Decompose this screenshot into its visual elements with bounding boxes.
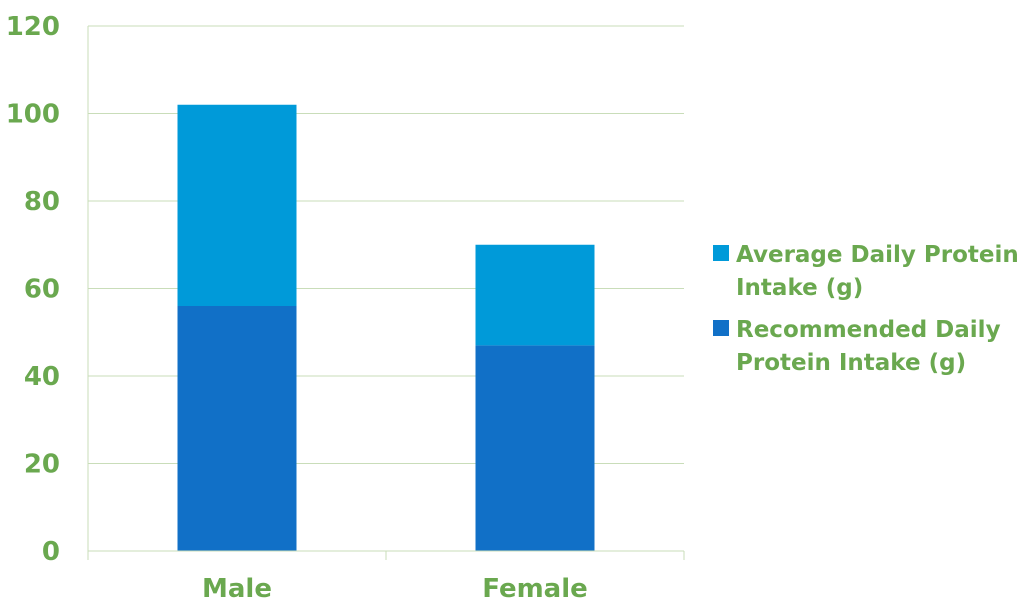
x-category-label: Female [482,574,588,604]
bar-female-series-1 [475,244,595,346]
y-tick-label: 20 [24,450,60,480]
legend-label: Recommended Daily [736,317,1001,343]
y-axis: 0 20 40 60 80 100 120 [6,12,89,567]
legend: Average Daily Protein Intake (g) Recommend… [713,242,1019,376]
bar-female-series-0 [475,345,595,551]
bar-male-series-0 [177,306,297,551]
gridlines [88,25,684,464]
y-tick-label: 60 [24,275,60,305]
legend-swatch [713,320,729,336]
y-tick-label: 80 [24,187,60,217]
y-tick-label: 40 [24,362,60,392]
legend-label: Average Daily Protein [736,242,1019,268]
legend-swatch [713,245,729,261]
x-axis: Male Female [88,550,685,604]
y-tick-label: 100 [6,100,60,130]
y-tick-label: 120 [6,12,60,42]
legend-label: Intake (g) [736,275,863,301]
y-tick-label: 0 [42,537,60,567]
bar-male-series-1 [177,104,297,306]
bars [177,104,595,551]
legend-label: Protein Intake (g) [736,350,966,376]
x-category-label: Male [202,574,272,604]
